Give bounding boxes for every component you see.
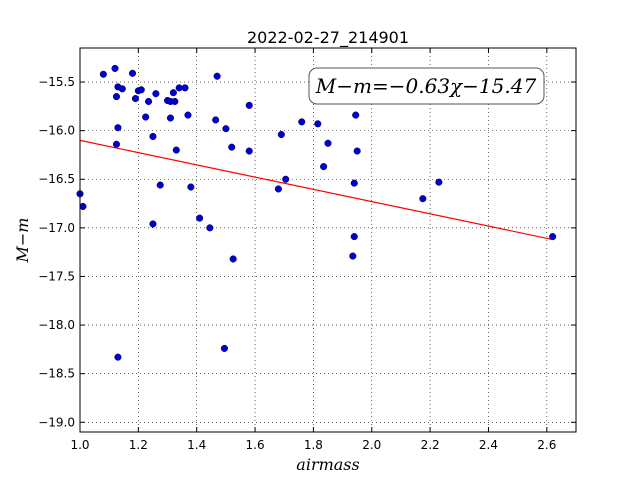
data-point	[142, 113, 150, 121]
grid-lines	[79, 48, 576, 432]
data-point	[349, 252, 357, 260]
data-point	[298, 118, 306, 126]
x-tick-label: 1.4	[187, 438, 206, 452]
x-tick-label: 2.0	[362, 438, 381, 452]
data-point	[166, 114, 174, 122]
y-tick-label: −19.0	[38, 415, 75, 429]
data-point	[282, 175, 290, 183]
y-tick-label: −18.5	[38, 367, 75, 381]
data-point	[212, 116, 220, 124]
data-point	[112, 93, 121, 101]
y-tick-label: −18.0	[38, 318, 75, 332]
data-point	[184, 111, 192, 119]
data-point	[277, 130, 285, 139]
data-point	[220, 344, 228, 352]
y-tick-label: −17.0	[38, 221, 75, 235]
data-point	[169, 89, 177, 97]
data-point	[156, 181, 164, 189]
data-point	[114, 353, 122, 361]
data-point	[435, 178, 443, 186]
x-tick-label: 2.2	[421, 438, 440, 452]
chart-title: 2022-02-27_214901	[247, 28, 409, 48]
data-point	[206, 224, 214, 232]
data-point	[222, 125, 230, 133]
data-point	[149, 220, 157, 228]
data-point	[171, 97, 179, 106]
data-point	[350, 233, 358, 241]
data-point	[245, 101, 253, 109]
data-point	[118, 85, 126, 93]
data-point	[79, 202, 87, 211]
data-point	[228, 143, 236, 151]
data-point	[213, 72, 221, 80]
annotation-text: M−m=−0.63χ−15.47	[315, 74, 537, 98]
data-point	[145, 97, 153, 106]
x-tick-label: 1.2	[129, 438, 148, 452]
data-point	[245, 147, 253, 155]
x-tick-label: 1.0	[70, 438, 89, 452]
data-point	[149, 132, 157, 141]
x-tick-label: 1.6	[246, 438, 265, 452]
x-tick-label: 2.4	[479, 438, 498, 452]
data-point	[172, 146, 180, 154]
data-point	[352, 111, 360, 119]
data-point	[131, 95, 139, 103]
y-axis-label: M−m	[13, 218, 32, 264]
data-point	[350, 179, 358, 187]
x-tick-label: 1.8	[304, 438, 323, 452]
data-point	[353, 147, 361, 155]
y-tick-label: −15.5	[38, 75, 75, 89]
fit-line-group	[79, 139, 553, 241]
data-points	[76, 64, 557, 361]
data-point	[314, 120, 322, 128]
data-point	[111, 64, 119, 72]
axis-ticks: 1.0 1.2 1.4 1.6 1.8 2.0 2.2 2.4 2.6 −15.5 −16.0 −16…	[38, 48, 576, 452]
data-point	[112, 140, 121, 148]
data-point	[229, 255, 237, 263]
data-point	[549, 233, 557, 241]
data-point	[187, 183, 195, 191]
data-point	[419, 195, 427, 203]
data-point	[114, 124, 122, 132]
data-point	[128, 69, 137, 77]
data-point	[137, 86, 145, 94]
data-point	[196, 214, 204, 222]
x-tick-label: 2.6	[537, 438, 556, 452]
y-tick-label: −16.0	[38, 124, 75, 138]
data-point	[274, 185, 282, 193]
data-point	[320, 163, 328, 171]
data-point	[152, 90, 160, 98]
x-axis-label: airmass	[296, 455, 359, 474]
fit-line	[79, 139, 553, 241]
data-point	[181, 84, 189, 92]
annotation-frame	[308, 67, 545, 105]
y-tick-label: −17.5	[38, 269, 75, 283]
plot-frame	[79, 47, 577, 433]
annotation-box: M−m=−0.63χ−15.47	[308, 67, 545, 105]
data-point	[99, 70, 107, 78]
y-tick-label: −16.5	[38, 172, 75, 186]
data-point	[324, 139, 332, 147]
